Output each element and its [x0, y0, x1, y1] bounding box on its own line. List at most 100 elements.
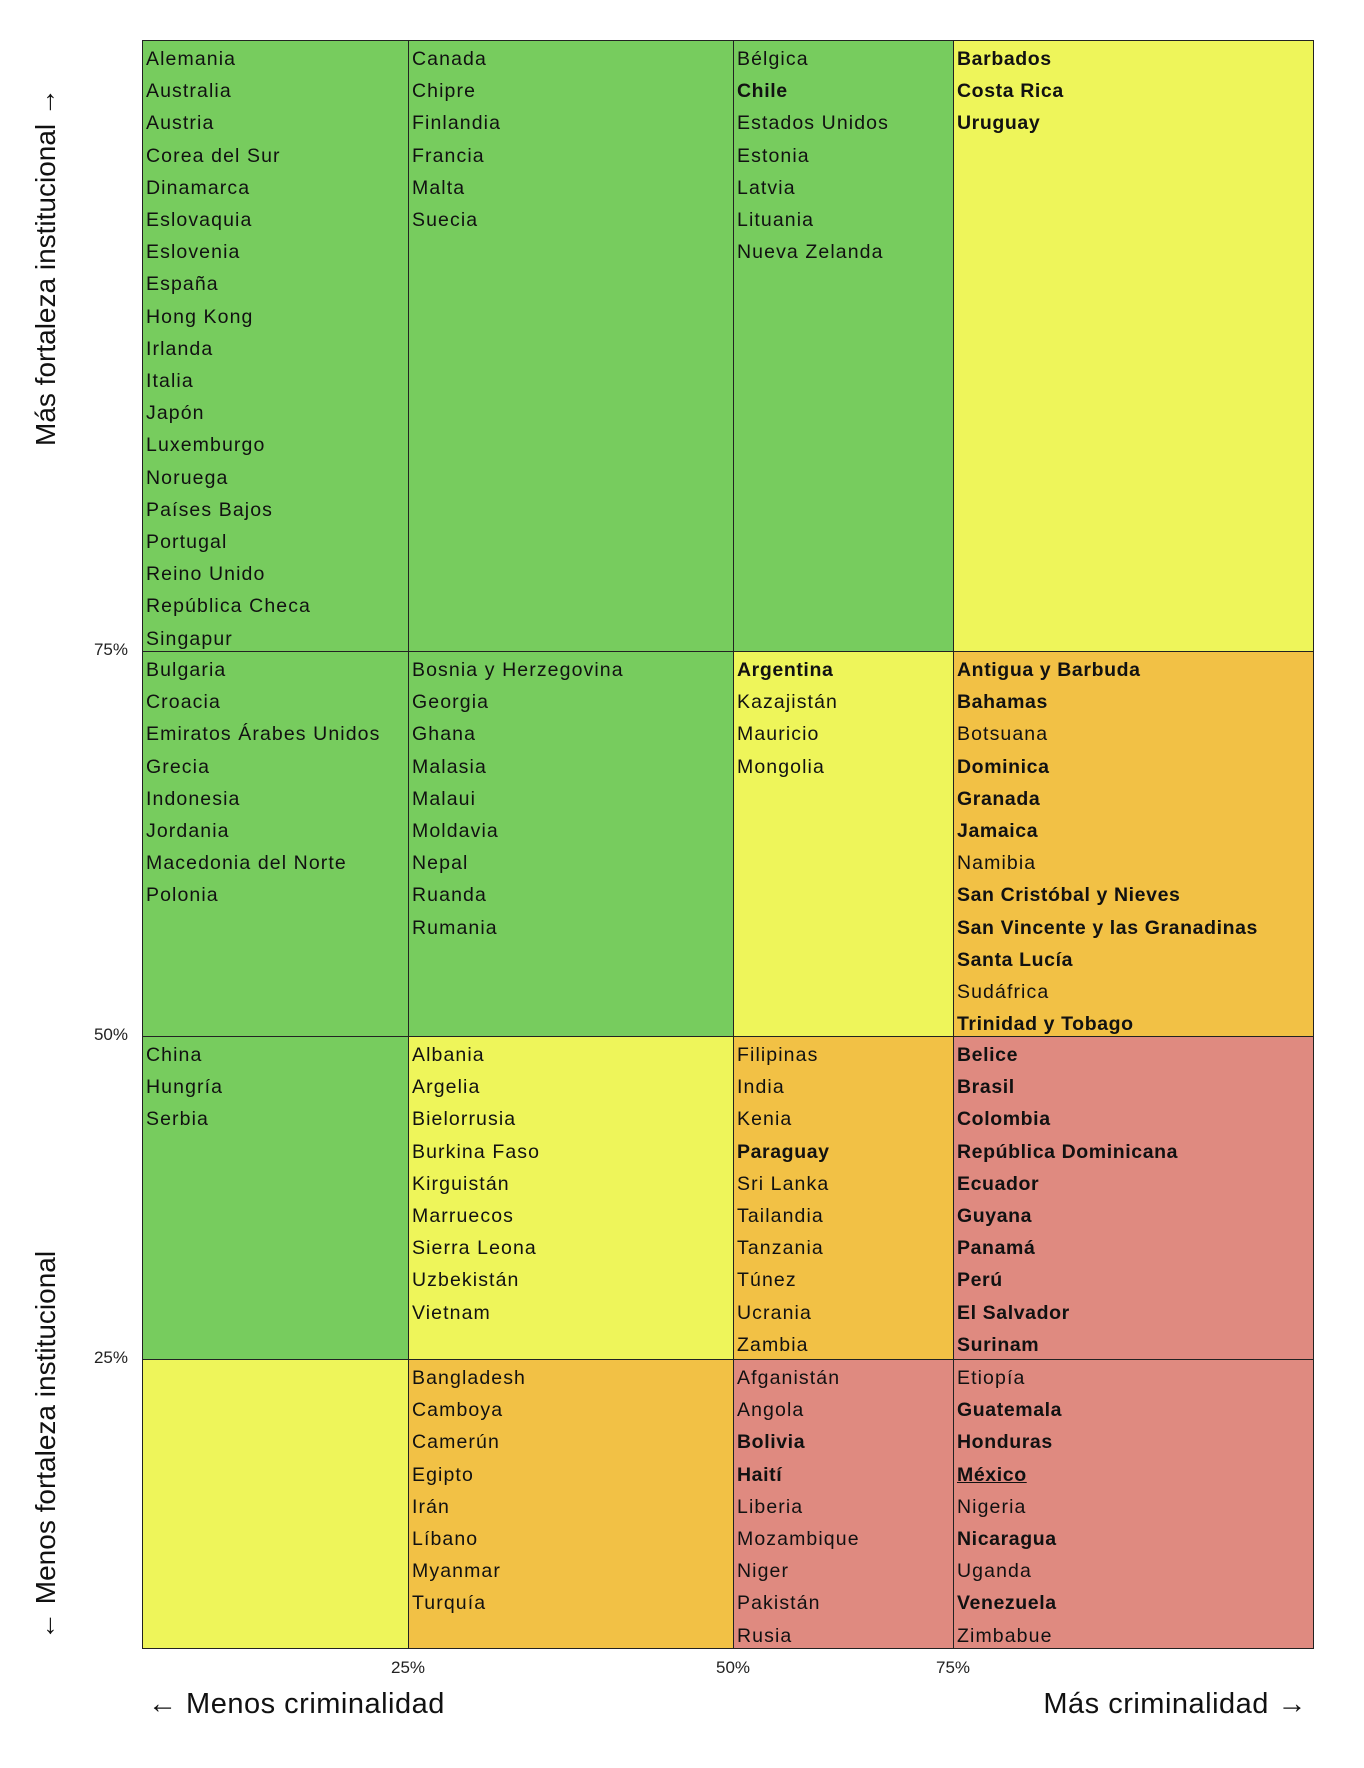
country-label: San Cristóbal y Nieves [957, 884, 1181, 907]
country-label: Egipto [412, 1463, 474, 1486]
quadrant-cell [142, 1359, 409, 1649]
x-tick-25: 25% [390, 1658, 426, 1677]
country-label: Liberia [737, 1495, 804, 1518]
country-label: Serbia [146, 1108, 209, 1131]
country-label: Ghana [412, 723, 477, 746]
country-label: Granada [957, 787, 1041, 810]
country-label: Brasil [957, 1076, 1015, 1099]
country-label: Reino Unido [146, 563, 266, 586]
country-label: Georgia [412, 691, 490, 714]
country-label: Finlandia [412, 112, 502, 135]
country-label: República Dominicana [957, 1140, 1179, 1163]
country-label: Namibia [957, 852, 1037, 875]
country-label: Venezuela [957, 1592, 1057, 1615]
quadrant-cell: China Hungría Serbia [142, 1036, 409, 1360]
country-label: Austria [146, 112, 215, 135]
country-label: Eslovenia [146, 241, 241, 264]
country-label: Alemania [146, 48, 237, 70]
country-label: Niger [737, 1560, 790, 1583]
country-label: Botsuana [957, 723, 1049, 746]
country-label: Sudáfrica [957, 981, 1050, 1004]
country-label: Chile [737, 80, 788, 103]
country-label: Surinam [957, 1333, 1040, 1356]
country-label: Mongolia [737, 755, 825, 778]
country-label: Luxemburgo [146, 434, 266, 457]
country-label: Líbano [412, 1528, 479, 1551]
country-label: Polonia [146, 884, 219, 907]
country-label: Ruanda [412, 884, 487, 907]
country-label: Nepal [412, 852, 469, 875]
country-label: Honduras [957, 1431, 1053, 1454]
country-label: Costa Rica [957, 80, 1064, 103]
x-tick-50: 50% [715, 1658, 751, 1677]
country-label: Kazajistán [737, 691, 838, 714]
country-label: Vietnam [412, 1301, 491, 1324]
y-tick-25: 25% [93, 1348, 128, 1367]
country-label: Eslovaquia [146, 209, 253, 232]
country-label: Marruecos [412, 1205, 515, 1228]
quadrant-cell: Bélgica Chile Estados Unidos Estonia Latvia L… [733, 40, 954, 652]
country-label: Irlanda [146, 337, 214, 360]
country-label: Perú [957, 1269, 1003, 1292]
country-label: Santa Lucía [957, 948, 1074, 971]
country-label: República Checa [146, 595, 312, 618]
country-label: Malasia [412, 755, 487, 778]
country-label: Portugal [146, 531, 228, 554]
country-label: Irán [412, 1495, 451, 1518]
country-label: Filipinas [737, 1044, 819, 1066]
country-label: Bangladesh [412, 1367, 527, 1389]
quadrant-cell: Canada Chipre Finlandia Francia Malta Suecia [408, 40, 734, 652]
country-label: Trinidad y Tobago [957, 1013, 1134, 1036]
country-label: Japón [146, 402, 205, 425]
country-label: Indonesia [146, 787, 241, 810]
country-label: Lituania [737, 209, 815, 232]
country-label: Uzbekistán [412, 1269, 520, 1292]
country-label: Dinamarca [146, 176, 251, 199]
country-label: Uruguay [957, 112, 1041, 135]
country-label: Burkina Faso [412, 1140, 541, 1163]
country-label: Ecuador [957, 1172, 1040, 1195]
country-label: Kenia [737, 1108, 793, 1131]
country-label: Australia [146, 80, 232, 103]
country-label: Zimbabue [957, 1624, 1053, 1647]
country-label: México [957, 1463, 1027, 1486]
quadrant-cell: Alemania Australia Austria Corea del Sur Din… [142, 40, 409, 652]
country-label: Bielorrusia [412, 1108, 517, 1131]
country-label: Singapur [146, 627, 233, 650]
quadrant-cell: Etiopía Guatemala Honduras México Nigeria Nic… [953, 1359, 1314, 1649]
country-label: Turquía [412, 1592, 487, 1615]
country-label: Camerún [412, 1431, 500, 1454]
country-label: Hong Kong [146, 305, 254, 328]
country-label: Países Bajos [146, 498, 274, 521]
quadrant-cell: Bangladesh Camboya Camerún Egipto Irán Líbano… [408, 1359, 734, 1649]
country-label: Myanmar [412, 1560, 501, 1583]
country-label: Mauricio [737, 723, 820, 746]
country-label: Croacia [146, 691, 221, 714]
country-label: Corea del Sur [146, 144, 281, 167]
country-label: Zambia [737, 1333, 809, 1356]
country-label: Etiopía [957, 1367, 1026, 1389]
country-label: Nigeria [957, 1495, 1027, 1518]
country-label: Pakistán [737, 1592, 821, 1615]
quadrant-cell: Argentina Kazajistán Mauricio Mongolia [733, 651, 954, 1037]
country-label: Bulgaria [146, 659, 227, 681]
country-label: Emiratos Árabes Unidos [146, 723, 381, 746]
quadrant-cell: Belice Brasil Colombia República Dominicana… [953, 1036, 1314, 1360]
country-label: Colombia [957, 1108, 1051, 1131]
country-label: Albania [412, 1044, 485, 1066]
quadrant-cell: Albania Argelia Bielorrusia Burkina Faso Kir… [408, 1036, 734, 1360]
quadrant-cell: Barbados Costa Rica Uruguay [953, 40, 1314, 652]
country-label: Tanzania [737, 1237, 824, 1260]
country-label: China [146, 1044, 203, 1066]
country-label: Sri Lanka [737, 1172, 830, 1195]
country-label: Ucrania [737, 1301, 812, 1324]
quadrant-cell: Bulgaria Croacia Emiratos Árabes Unidos Gre… [142, 651, 409, 1037]
country-label: Grecia [146, 755, 211, 778]
country-label: San Vincente y las Granadinas [957, 916, 1258, 939]
country-label: Italia [146, 370, 194, 393]
country-label: Angola [737, 1399, 805, 1422]
country-label: Canada [412, 48, 487, 70]
country-label: Estados Unidos [737, 112, 889, 135]
country-label: El Salvador [957, 1301, 1070, 1324]
country-label: India [737, 1076, 785, 1099]
